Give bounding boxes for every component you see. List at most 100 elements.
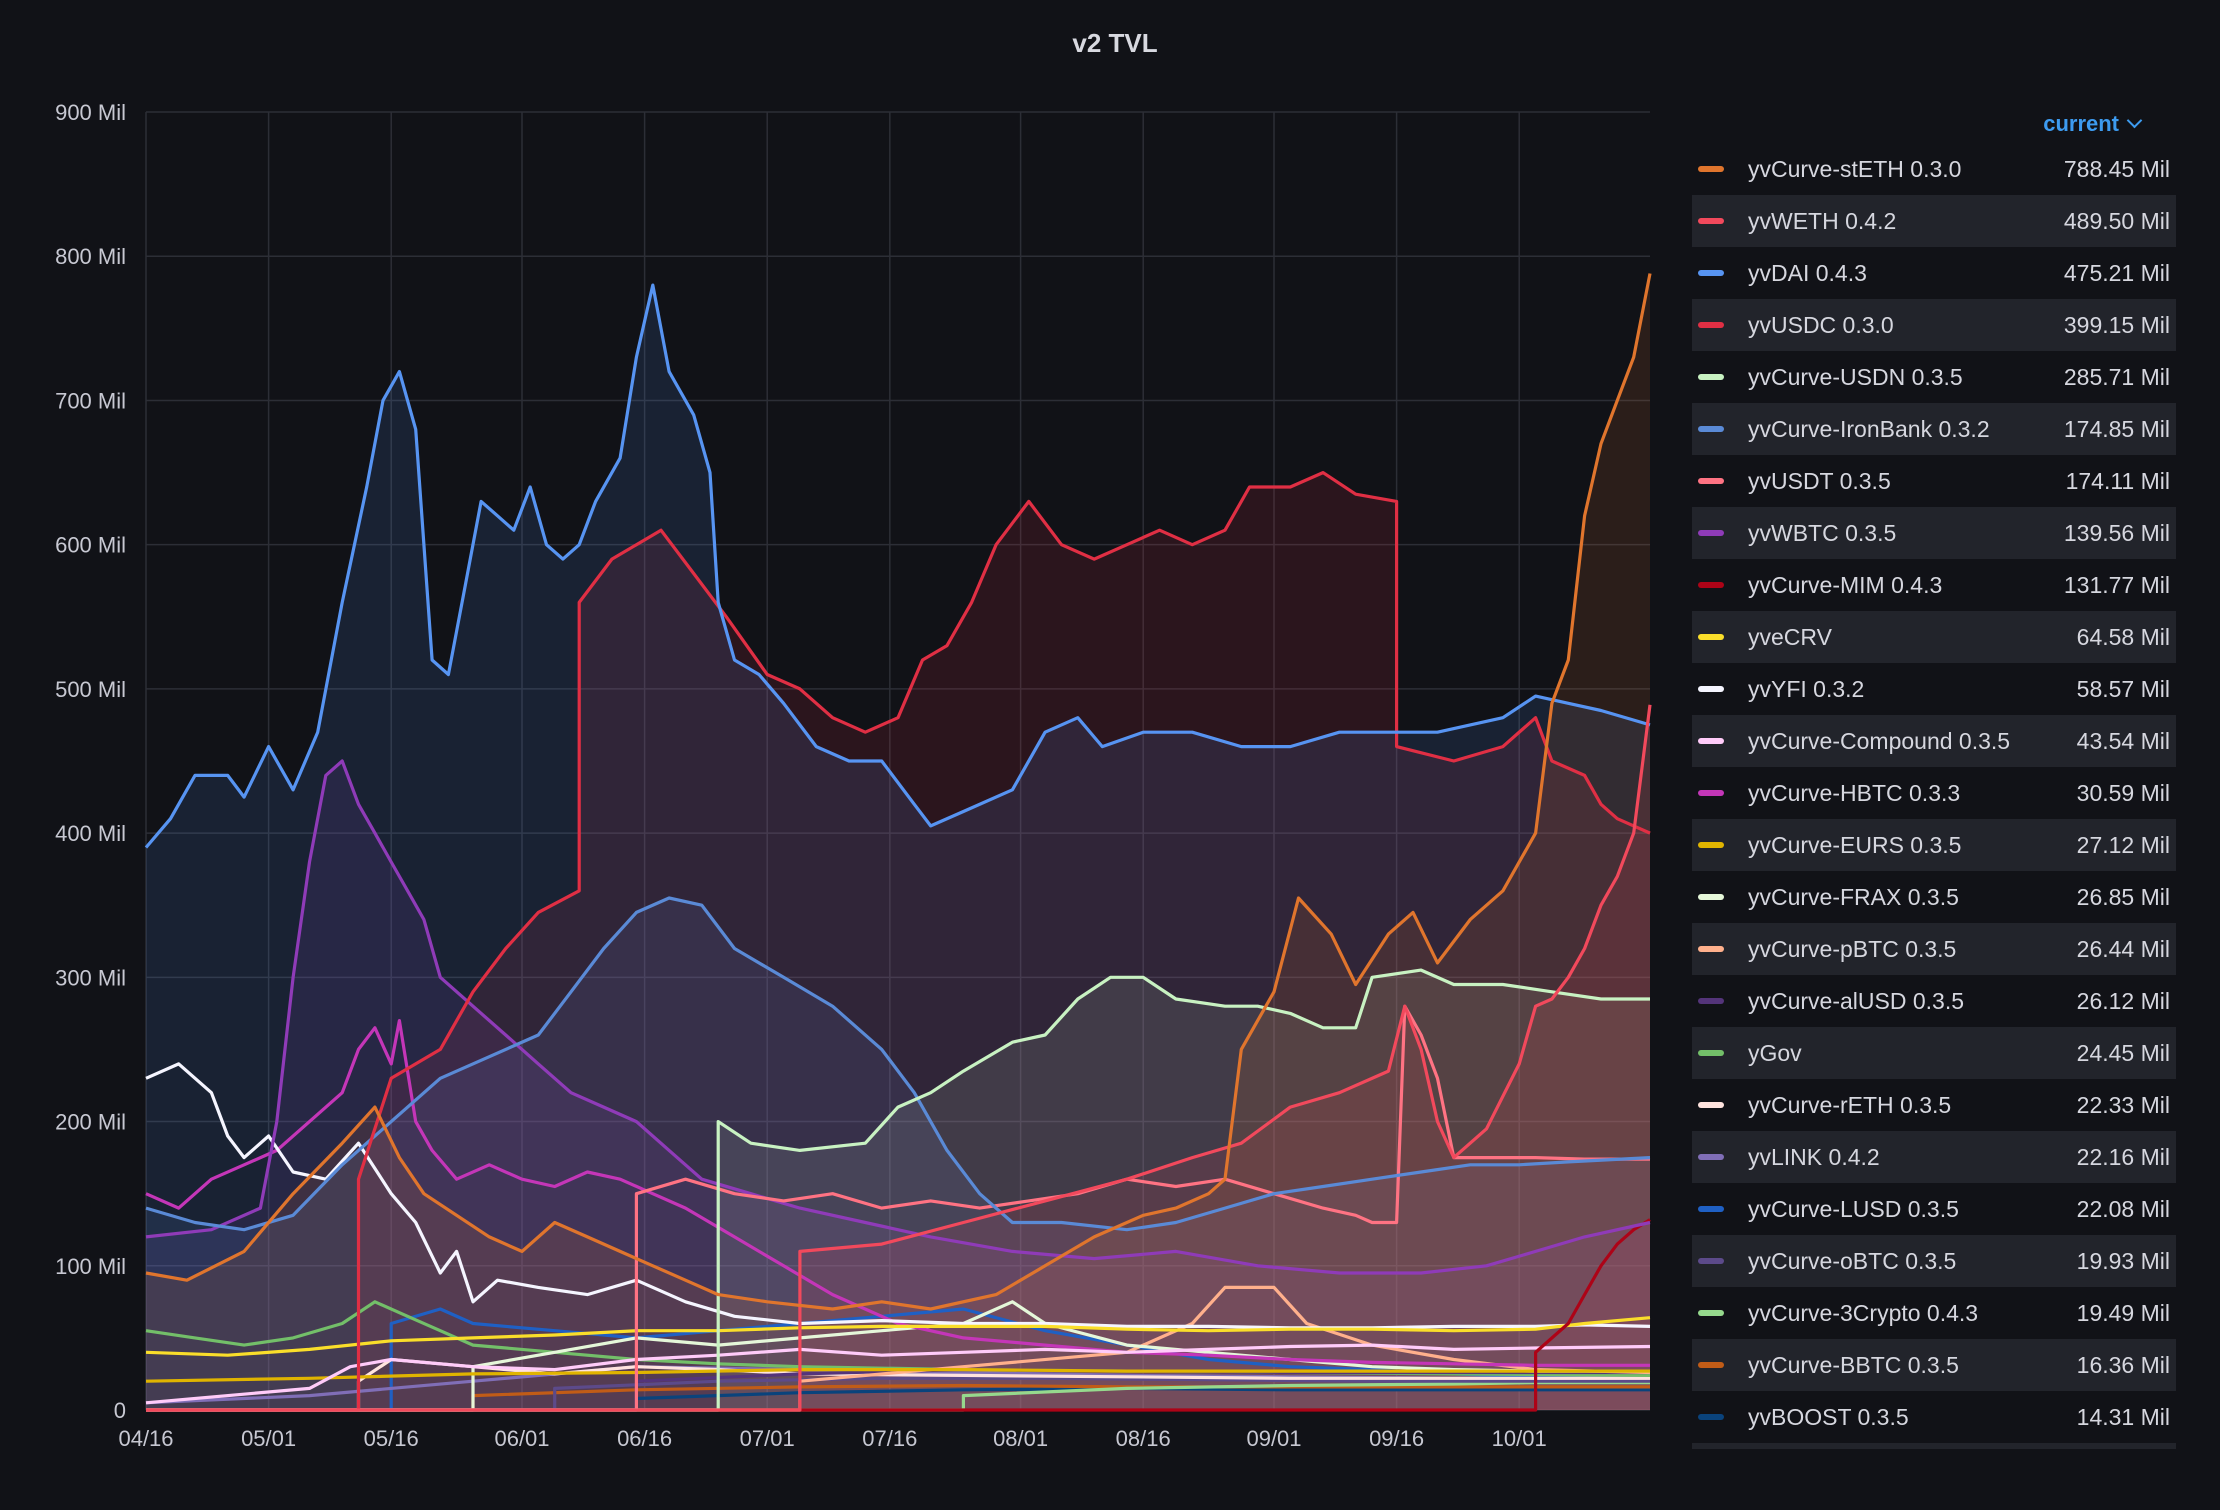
legend-item[interactable]: yvCurve-Compound 0.3.5 43.54 Mil [1692, 715, 2176, 767]
legend-item[interactable]: yvCurve-LUSD 0.3.5 22.08 Mil [1692, 1183, 2176, 1235]
legend-series-name[interactable]: yvCurve-LUSD 0.3.5 [1748, 1195, 1959, 1222]
x-tick-label: 07/16 [862, 1426, 917, 1451]
legend-swatch [1698, 1258, 1724, 1264]
legend-series-name[interactable]: yvCurve-BBTC 0.3.5 [1748, 1351, 1959, 1378]
legend-swatch [1698, 894, 1724, 900]
legend-swatch [1698, 790, 1724, 796]
legend-current-value: 489.50 Mil [2063, 207, 2170, 234]
legend-sort-header[interactable]: current [1692, 105, 2176, 143]
legend-series-name[interactable]: yvCurve-alUSD 0.3.5 [1748, 987, 1965, 1014]
series-line [145, 896, 1651, 1232]
legend-series-name[interactable]: yvCurve-EURS 0.3.5 [1748, 831, 1962, 858]
y-tick-label: 300 Mil [55, 965, 126, 990]
legend-swatch [1698, 374, 1724, 380]
legend-current-value: 139.56 Mil [2063, 519, 2170, 546]
legend-item[interactable]: yvCurve-MIM 0.4.3 131.77 Mil [1692, 559, 2176, 611]
legend-series-name[interactable]: yvWETH 0.4.2 [1748, 207, 1897, 234]
legend-series-name[interactable]: yvBOOST 0.3.5 [1748, 1403, 1909, 1430]
y-tick-label: 0 [114, 1398, 126, 1423]
legend-series-name[interactable]: yvLINK 0.4.2 [1748, 1143, 1880, 1170]
legend-current-value: 788.45 Mil [2063, 155, 2170, 182]
legend-swatch [1698, 426, 1724, 432]
x-tick-label: 09/16 [1369, 1426, 1424, 1451]
legend-series-name[interactable]: yvCurve-pBTC 0.3.5 [1748, 935, 1957, 962]
tvl-time-series-chart[interactable]: 0 100 Mil 200 Mil 300 Mil 400 Mil 500 Mil 600 … [0, 0, 1670, 1510]
legend-list: yvCurve-stETH 0.3.0 788.45 Mil yvWETH 0.4.… [1692, 143, 2176, 1443]
series-line [146, 471, 1651, 1412]
x-tick-label: 10/01 [1492, 1426, 1547, 1451]
series-line [145, 1316, 1651, 1357]
legend-current-value: 131.77 Mil [2063, 571, 2170, 598]
x-tick-label: 07/01 [740, 1426, 795, 1451]
legend: current yvCurve-stETH 0.3.0 788.45 Mil yvW… [1692, 105, 2176, 1449]
legend-series-name[interactable]: yvCurve-HBTC 0.3.3 [1748, 779, 1961, 806]
legend-current-value: 30.59 Mil [2076, 779, 2170, 806]
legend-item[interactable]: yvCurve-oBTC 0.3.5 19.93 Mil [1692, 1235, 2176, 1287]
legend-series-name[interactable]: yvUSDT 0.3.5 [1748, 467, 1891, 494]
series-fills [146, 273, 1650, 1411]
legend-series-name[interactable]: yvYFI 0.3.2 [1748, 675, 1865, 702]
series-lines [144, 273, 1652, 1412]
legend-item[interactable]: yvCurve-stETH 0.3.0 788.45 Mil [1692, 143, 2176, 195]
legend-swatch [1698, 322, 1724, 328]
legend-item[interactable]: yvCurve-3Crypto 0.4.3 19.49 Mil [1692, 1287, 2176, 1339]
legend-swatch [1698, 1414, 1724, 1420]
legend-current-value: 64.58 Mil [2076, 623, 2170, 650]
legend-swatch [1698, 1050, 1724, 1056]
legend-series-name[interactable]: yvCurve-FRAX 0.3.5 [1748, 883, 1959, 910]
legend-series-name[interactable]: yvCurve-USDN 0.3.5 [1748, 363, 1963, 390]
legend-item[interactable]: yvCurve-BBTC 0.3.5 16.36 Mil [1692, 1339, 2176, 1391]
legend-item[interactable]: yGov 24.45 Mil [1692, 1027, 2176, 1079]
legend-item[interactable]: yvWETH 0.4.2 489.50 Mil [1692, 195, 2176, 247]
legend-current-value: 174.85 Mil [2063, 415, 2170, 442]
legend-current-value: 19.49 Mil [2076, 1299, 2170, 1326]
legend-series-name[interactable]: yGov [1748, 1039, 1802, 1066]
legend-item[interactable]: yvCurve-FRAX 0.3.5 26.85 Mil [1692, 871, 2176, 923]
legend-current-value: 22.16 Mil [2076, 1143, 2170, 1170]
chart-title: v2 TVL [1072, 28, 1158, 58]
legend-series-name[interactable]: yvCurve-3Crypto 0.4.3 [1748, 1299, 1979, 1326]
legend-current-value: 285.71 Mil [2063, 363, 2170, 390]
legend-item[interactable]: yvUSDT 0.3.5 174.11 Mil [1692, 455, 2176, 507]
legend-item[interactable]: yvUSDC 0.3.0 399.15 Mil [1692, 299, 2176, 351]
legend-swatch [1698, 270, 1724, 276]
y-tick-label: 500 Mil [55, 677, 126, 702]
legend-sort-label[interactable]: current [2043, 111, 2119, 136]
legend-item[interactable]: yvCurve-pBTC 0.3.5 26.44 Mil [1692, 923, 2176, 975]
legend-item[interactable]: yvWBTC 0.3.5 139.56 Mil [1692, 507, 2176, 559]
series-line [146, 1376, 1650, 1412]
legend-swatch [1698, 1102, 1724, 1108]
legend-swatch [1698, 1154, 1724, 1160]
legend-swatch [1698, 842, 1724, 848]
series-area [146, 285, 1650, 1411]
legend-item[interactable]: yvLINK 0.4.2 22.16 Mil [1692, 1131, 2176, 1183]
legend-item[interactable]: yvCurve-alUSD 0.3.5 26.12 Mil [1692, 975, 2176, 1027]
legend-item[interactable]: yvCurve-IronBank 0.3.2 174.85 Mil [1692, 403, 2176, 455]
x-tick-label: 06/16 [617, 1426, 672, 1451]
legend-series-name[interactable]: yvDAI 0.4.3 [1748, 259, 1867, 286]
legend-item[interactable]: yvCurve-EURS 0.3.5 27.12 Mil [1692, 819, 2176, 871]
series-line [146, 1300, 1650, 1412]
legend-series-name[interactable]: yvCurve-oBTC 0.3.5 [1748, 1247, 1957, 1274]
legend-series-name[interactable]: yvCurve-rETH 0.3.5 [1748, 1091, 1952, 1118]
legend-series-name[interactable]: yveCRV [1748, 623, 1832, 650]
legend-series-name[interactable]: yvUSDC 0.3.0 [1748, 311, 1894, 338]
legend-series-name[interactable]: yvCurve-MIM 0.4.3 [1748, 571, 1943, 598]
x-tick-label: 09/01 [1246, 1426, 1301, 1451]
legend-item[interactable]: yveCRV 64.58 Mil [1692, 611, 2176, 663]
legend-item[interactable]: yvYFI 0.3.2 58.57 Mil [1692, 663, 2176, 715]
legend-item[interactable]: yvCurve-USDN 0.3.5 285.71 Mil [1692, 351, 2176, 403]
legend-series-name[interactable]: yvCurve-IronBank 0.3.2 [1748, 415, 1990, 442]
series-area [146, 472, 1650, 1411]
legend-series-name[interactable]: yvCurve-stETH 0.3.0 [1748, 155, 1962, 182]
legend-item[interactable]: yvCurve-HBTC 0.3.3 30.59 Mil [1692, 767, 2176, 819]
chevron-down-icon[interactable] [2126, 112, 2143, 129]
legend-series-name[interactable]: yvCurve-Compound 0.3.5 [1748, 727, 2011, 754]
y-tick-label: 900 Mil [55, 100, 126, 125]
series-area [146, 898, 1650, 1410]
legend-item[interactable]: yvCurve-rETH 0.3.5 22.33 Mil [1692, 1079, 2176, 1131]
legend-swatch [1698, 738, 1724, 744]
legend-item[interactable]: yvDAI 0.4.3 475.21 Mil [1692, 247, 2176, 299]
legend-series-name[interactable]: yvWBTC 0.3.5 [1748, 519, 1897, 546]
legend-item[interactable]: yvBOOST 0.3.5 14.31 Mil [1692, 1391, 2176, 1443]
